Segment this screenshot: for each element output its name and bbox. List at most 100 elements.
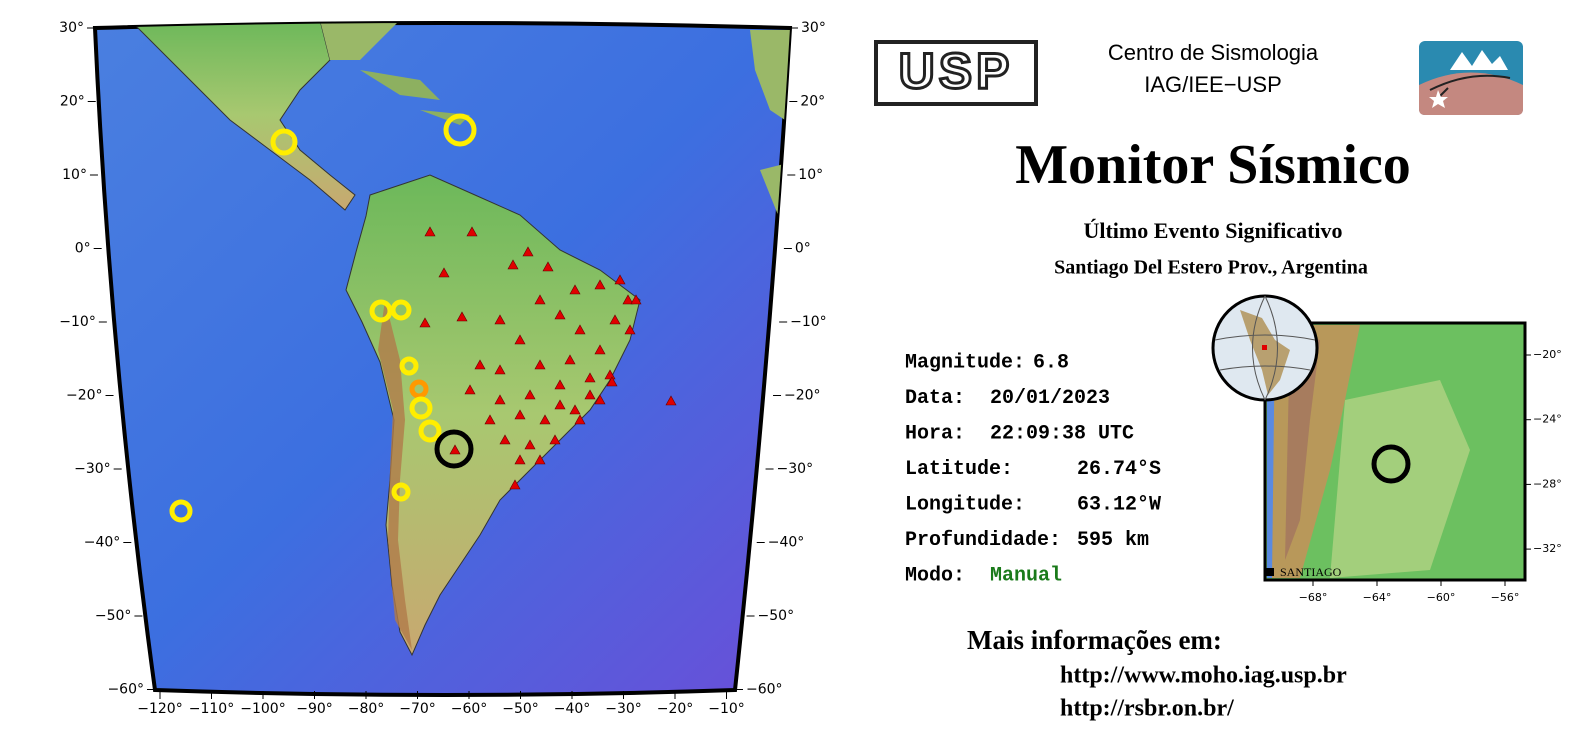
- station: [524, 389, 536, 400]
- station: [569, 284, 581, 295]
- field-label: Longitude:: [905, 493, 1025, 516]
- station: [584, 389, 596, 400]
- lon-tick-label: −90°: [296, 701, 333, 717]
- station: [594, 394, 606, 405]
- station: [534, 359, 546, 370]
- station: [624, 324, 636, 335]
- lat-tick-label: −20°: [784, 388, 821, 404]
- florida: [320, 23, 400, 60]
- station: [514, 334, 526, 345]
- south-america: [345, 174, 641, 657]
- station: [554, 309, 566, 320]
- lat-tick-label: −40°: [84, 535, 121, 551]
- lat-tick-label: 0°: [75, 241, 91, 257]
- lat-tick-label: −40°: [768, 535, 805, 551]
- inset-lon-label: −68°: [1299, 591, 1328, 604]
- station: [514, 409, 526, 420]
- inset-lat-label: −24°: [1533, 413, 1562, 426]
- field-value: 26.74°S: [1077, 458, 1161, 481]
- station: [549, 434, 561, 445]
- event-circle: [169, 499, 193, 523]
- logo-text: USP: [899, 43, 1014, 99]
- station: [564, 354, 576, 365]
- station: [534, 294, 546, 305]
- sismo-logo: [1419, 41, 1523, 115]
- station: [494, 314, 506, 325]
- field-value: 595 km: [1077, 529, 1149, 552]
- station: [630, 294, 642, 305]
- lon-tick-label: −50°: [502, 701, 539, 717]
- lon-tick-label: −40°: [554, 701, 591, 717]
- station: [542, 261, 554, 272]
- station: [484, 414, 496, 425]
- event-circle: [390, 299, 412, 321]
- station: [449, 444, 461, 455]
- station: [574, 414, 586, 425]
- lat-tick-label: −30°: [777, 461, 814, 477]
- station: [622, 294, 634, 305]
- lon-tick-label: −70°: [399, 701, 436, 717]
- subtitle: Último Evento Significativo: [1083, 218, 1342, 243]
- lat-tick-label: −60°: [746, 682, 783, 698]
- field-value: 22:09:38 UTC: [990, 422, 1134, 445]
- usp-logo: USP: [874, 40, 1038, 106]
- lon-tick-label: −110°: [189, 701, 234, 717]
- station: [507, 259, 519, 270]
- center-name: Centro de Sismologia: [1108, 40, 1319, 65]
- station: [609, 314, 621, 325]
- event-circle: [369, 299, 393, 323]
- station: [554, 379, 566, 390]
- station: [554, 399, 566, 410]
- station: [499, 434, 511, 445]
- lat-tick-label: 0°: [795, 241, 811, 257]
- title: Monitor Sísmico: [1015, 134, 1411, 196]
- station: [466, 226, 478, 237]
- station: [614, 274, 626, 285]
- station: [514, 454, 526, 465]
- station: [606, 376, 618, 387]
- station: [509, 479, 521, 490]
- station: [584, 372, 596, 383]
- lat-tick-label: −20°: [66, 388, 103, 404]
- event-circle: [409, 396, 433, 420]
- station: [574, 324, 586, 335]
- lat-tick-label: −10°: [59, 314, 96, 330]
- station: [524, 439, 536, 450]
- lat-tick-label: 10°: [62, 167, 87, 183]
- inset-lon-label: −56°: [1491, 591, 1520, 604]
- main-event-circle: [434, 429, 474, 469]
- inset-map: SANTIAGO: [1211, 294, 1527, 582]
- station: [494, 364, 506, 375]
- lat-tick-label: −50°: [758, 608, 795, 624]
- lat-tick-label: 20°: [800, 94, 825, 110]
- events: [169, 113, 477, 523]
- event-circle: [418, 419, 442, 443]
- station: [494, 394, 506, 405]
- lat-tick-label: −50°: [95, 608, 132, 624]
- field-value: 6.8: [1033, 351, 1069, 374]
- inset-event-circle: [1371, 444, 1411, 484]
- lat-tick-label: 20°: [60, 94, 85, 110]
- station: [665, 395, 677, 406]
- lat-tick-label: 30°: [59, 20, 84, 36]
- station: [522, 246, 534, 257]
- station: [424, 226, 436, 237]
- field-label: Profundidade:: [905, 529, 1061, 552]
- lon-tick-label: −20°: [657, 701, 694, 717]
- field-label: Data:: [905, 387, 965, 410]
- event-circle: [270, 128, 298, 156]
- link[interactable]: http://rsbr.on.br/: [1060, 696, 1234, 722]
- institute-name: IAG/IEE−USP: [1144, 72, 1282, 97]
- lon-tick-label: −100°: [240, 701, 285, 717]
- inset-lat-label: −32°: [1533, 542, 1562, 555]
- event-circle: [409, 379, 429, 399]
- lon-tick-label: −80°: [348, 701, 385, 717]
- link[interactable]: http://www.moho.iag.usp.br: [1060, 663, 1347, 689]
- inset-lat-label: −28°: [1533, 477, 1562, 490]
- field-label: Modo:: [905, 564, 965, 587]
- station: [464, 384, 476, 395]
- station: [569, 404, 581, 415]
- stations: [419, 226, 677, 490]
- inset-lon-label: −64°: [1363, 591, 1392, 604]
